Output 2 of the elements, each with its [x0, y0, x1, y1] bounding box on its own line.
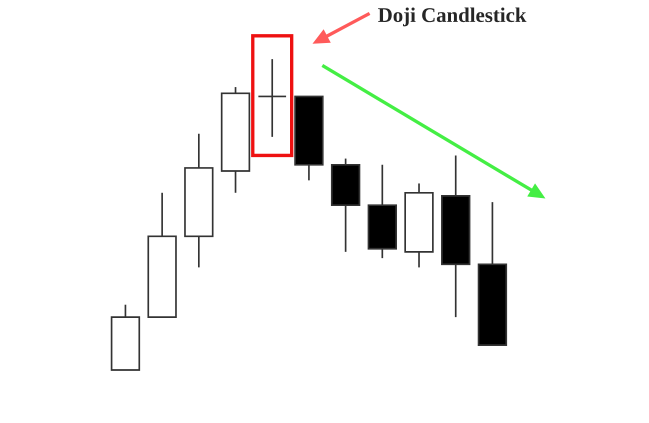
text: Doji Candlestick: [378, 7, 526, 26]
candlestick: [258, 58, 287, 138]
